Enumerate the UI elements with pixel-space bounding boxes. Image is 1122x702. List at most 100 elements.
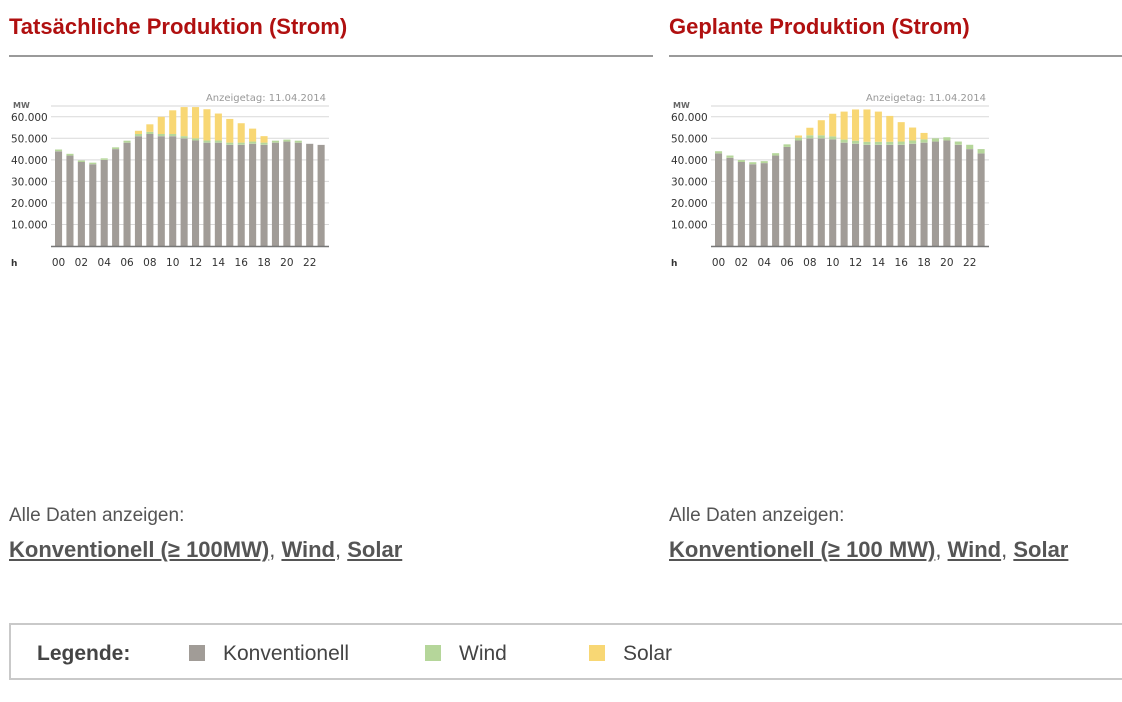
link-wind[interactable]: Wind [947,537,1002,562]
link-konventionell[interactable]: Konventionell (≥ 100MW) [9,537,270,562]
bar-solar-14 [214,113,222,141]
y-tick-label: 50.000 [11,133,48,145]
y-tick-label: 10.000 [11,219,48,231]
x-tick-label: 12 [849,257,862,269]
x-tick-label: 16 [235,257,249,269]
bar-wind-03 [749,162,757,165]
bar-wind-13 [203,140,211,143]
bar-konventionell-20 [943,140,951,246]
bar-konventionell-08 [146,134,154,246]
bar-wind-05 [772,153,780,156]
bar-wind-00 [715,151,723,154]
link-solar[interactable]: Solar [1013,537,1069,562]
bar-wind-14 [214,140,222,143]
bar-konventionell-07 [794,140,802,246]
bar-konventionell-09 [157,136,165,246]
bar-konventionell-09 [817,138,825,246]
bar-wind-10 [829,136,837,140]
legend-label: Wind [459,642,507,665]
y-tick-label: 20.000 [671,198,708,210]
x-tick-label: 02 [75,257,88,269]
y-axis-label: MW [673,101,690,110]
bar-wind-12 [852,140,860,144]
x-tick-label: 06 [780,257,794,269]
bar-solar-10 [829,113,837,137]
data-links: Konventionell (≥ 100 MW), Wind, Solar [669,537,1068,563]
bar-wind-20 [943,137,951,141]
bar-konventionell-23 [317,144,325,246]
bar-konventionell-10 [169,136,177,246]
bar-wind-02 [737,160,745,162]
bar-konventionell-13 [203,142,211,246]
bar-solar-18 [260,136,268,143]
bar-solar-11 [180,107,188,137]
bar-konventionell-02 [77,162,85,246]
x-tick-label: 08 [143,257,156,269]
x-tick-label: 18 [917,257,930,269]
panel-title: Tatsächliche Produktion (Strom) [9,14,348,39]
bar-konventionell-04 [100,159,108,246]
title-divider [9,55,653,57]
bar-konventionell-14 [214,142,222,246]
legend-label: Solar [623,642,673,665]
link-wind[interactable]: Wind [281,537,335,562]
bar-solar-13 [203,109,211,141]
bar-solar-16 [897,122,905,142]
y-tick-label: 30.000 [671,176,708,188]
bar-konventionell-23 [977,153,985,246]
bar-konventionell-05 [772,155,780,246]
bar-konventionell-11 [840,142,848,246]
legend-label: Konventionell [223,642,350,665]
bar-wind-06 [123,140,131,143]
bar-wind-00 [55,149,63,152]
x-tick-label: 14 [212,257,226,269]
x-tick-label: 04 [98,257,112,269]
bar-konventionell-03 [89,164,97,246]
data-links: Konventionell (≥ 100MW), Wind, Solar [9,537,402,563]
bar-wind-16 [897,141,905,145]
bar-wind-15 [886,141,894,145]
display-date: Anzeigetag: 11.04.2014 [866,93,986,104]
planned-production-chart: Anzeigetag: 11.04.2014 MW 10.000 20.000 30.0… [671,93,989,269]
x-tick-label: 20 [280,257,293,269]
bar-wind-20 [283,139,291,142]
bar-konventionell-17 [249,143,257,246]
bar-konventionell-00 [55,151,63,246]
bar-konventionell-15 [886,144,894,246]
bar-solar-17 [249,128,257,142]
bar-solar-07 [794,135,802,138]
bar-solar-15 [886,115,894,142]
bar-solar-10 [169,110,177,134]
y-tick-label: 60.000 [671,112,708,124]
bar-wind-22 [966,144,974,150]
y-tick-label: 30.000 [11,176,48,188]
link-konventionell[interactable]: Konventionell (≥ 100 MW) [669,537,936,562]
legend-swatch-konventionell [189,645,205,661]
bar-separator [317,143,325,145]
x-tick-label: 04 [758,257,772,269]
bar-konventionell-12 [192,140,200,246]
legend-item-solar: Solar [589,642,672,666]
x-tick-label: 22 [303,257,316,269]
link-separator: , [1001,537,1014,562]
display-date: Anzeigetag: 11.04.2014 [206,93,326,104]
bar-wind-07 [794,137,802,141]
x-tick-label: 18 [257,257,270,269]
x-tick-label: 14 [872,257,886,269]
bar-konventionell-06 [783,146,791,246]
bar-konventionell-17 [909,143,917,246]
link-separator: , [935,537,948,562]
x-tick-label: 00 [712,257,725,269]
bar-konventionell-16 [237,144,245,246]
bar-wind-21 [294,140,302,143]
bar-konventionell-14 [874,144,882,246]
bar-konventionell-11 [180,138,188,246]
y-tick-label: 40.000 [11,155,48,167]
bar-konventionell-18 [260,144,268,246]
bar-wind-19 [931,138,939,142]
bar-wind-06 [783,144,791,147]
bar-konventionell-01 [66,155,74,246]
bar-separator [306,142,314,144]
y-axis-label: MW [13,101,30,110]
link-solar[interactable]: Solar [347,537,403,562]
